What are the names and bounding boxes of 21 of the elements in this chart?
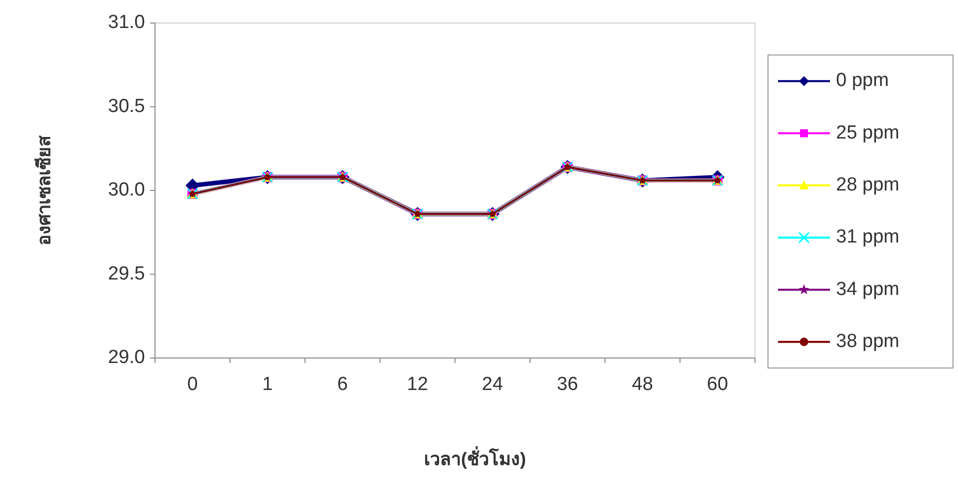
y-tick-label: 29.5 xyxy=(108,263,145,284)
y-tick-label: 31.0 xyxy=(108,12,145,34)
y-tick-label: 30.5 xyxy=(108,96,145,117)
legend-label: 28 ppm xyxy=(836,174,900,196)
y-axis-title: องศาเซลเซียส xyxy=(34,134,54,246)
x-tick-label: 24 xyxy=(482,374,504,395)
y-tick-label: 29.0 xyxy=(108,347,145,368)
x-tick-label: 6 xyxy=(337,374,348,395)
x-tick-label: 0 xyxy=(187,374,198,395)
x-tick-label: 12 xyxy=(406,374,428,395)
y-tick-label: 30.0 xyxy=(108,180,145,201)
x-tick-label: 60 xyxy=(706,374,728,395)
legend-label: 31 ppm xyxy=(836,226,900,248)
x-axis-title: เวลา(ชั่วโมง) xyxy=(424,446,526,469)
legend-label: 34 ppm xyxy=(836,278,900,300)
x-tick-label: 48 xyxy=(632,374,654,395)
legend-label: 25 ppm xyxy=(836,122,900,144)
legend-label: 0 ppm xyxy=(836,70,889,92)
x-tick-label: 36 xyxy=(556,374,578,395)
x-tick-label: 1 xyxy=(262,374,273,395)
legend-label: 38 ppm xyxy=(836,330,900,352)
